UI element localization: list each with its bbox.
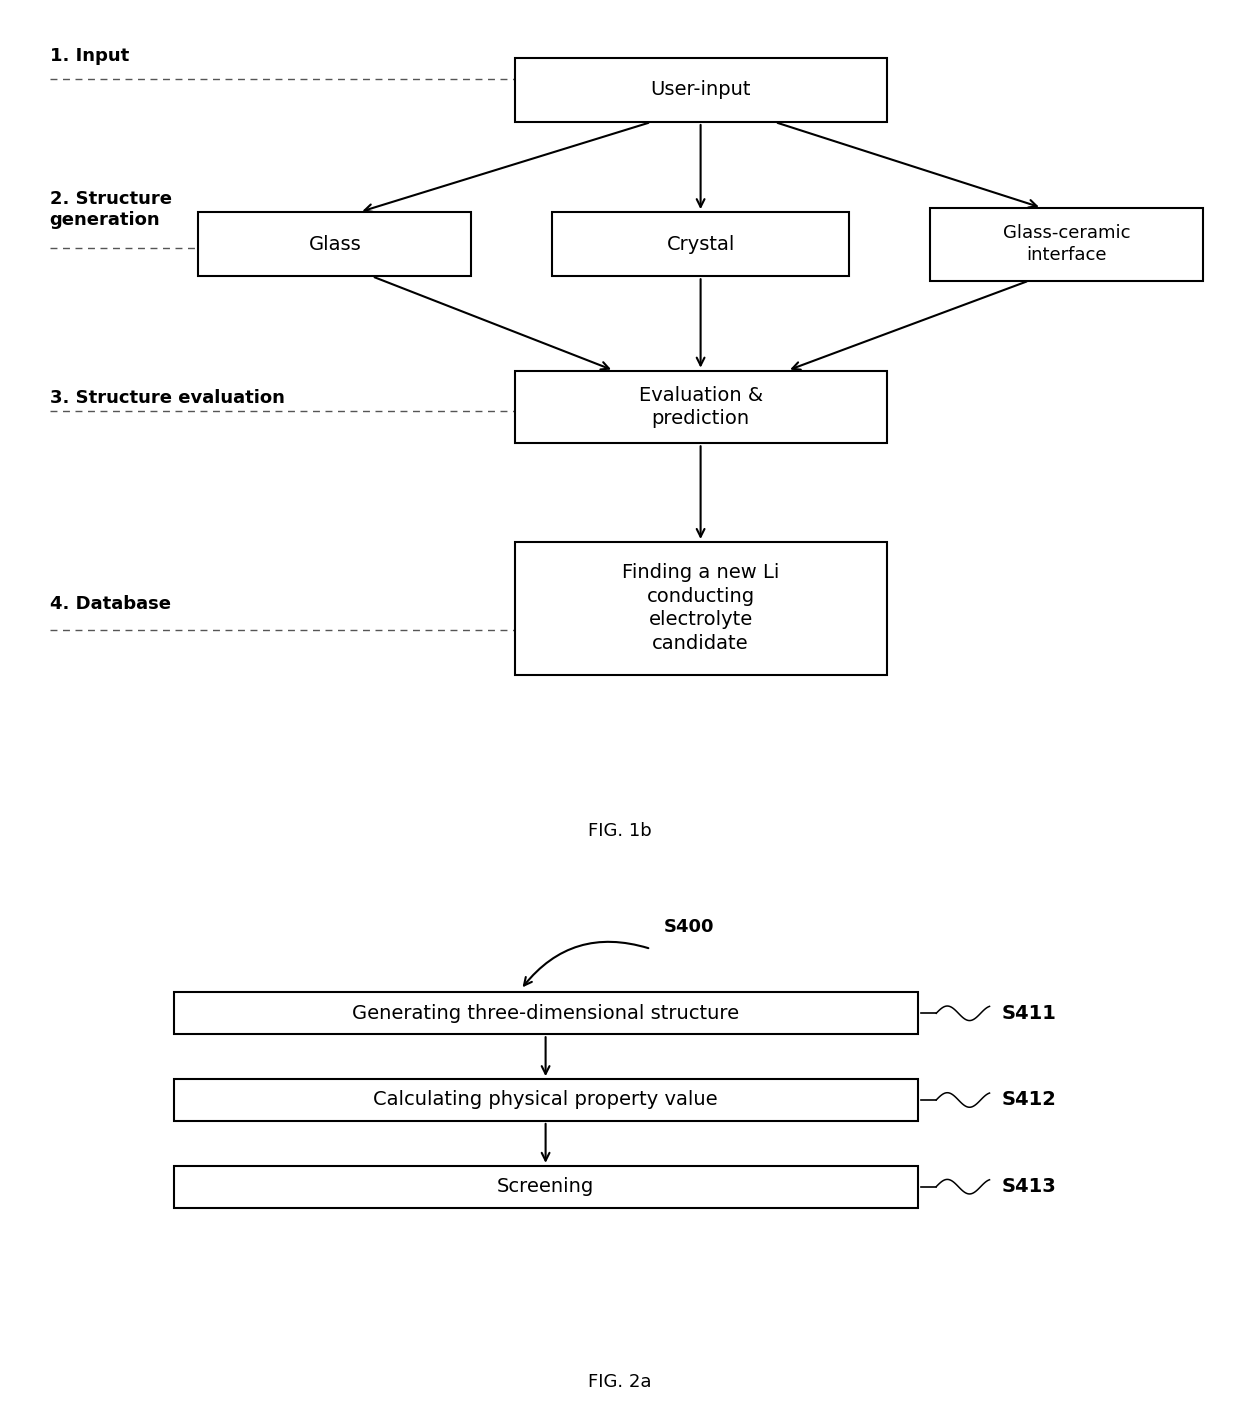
Text: Crystal: Crystal — [666, 235, 735, 253]
FancyBboxPatch shape — [515, 371, 887, 443]
Text: 3. Structure evaluation: 3. Structure evaluation — [50, 389, 284, 408]
Text: 1. Input: 1. Input — [50, 47, 129, 65]
Text: Evaluation &
prediction: Evaluation & prediction — [639, 385, 763, 428]
Text: Calculating physical property value: Calculating physical property value — [373, 1090, 718, 1110]
Text: Generating three-dimensional structure: Generating three-dimensional structure — [352, 1004, 739, 1022]
Text: S413: S413 — [1002, 1177, 1056, 1197]
FancyBboxPatch shape — [174, 1079, 918, 1121]
Text: S400: S400 — [663, 918, 714, 936]
Text: 4. Database: 4. Database — [50, 595, 171, 613]
Text: S411: S411 — [1002, 1004, 1056, 1022]
FancyBboxPatch shape — [552, 212, 849, 276]
FancyBboxPatch shape — [174, 1165, 918, 1208]
FancyBboxPatch shape — [198, 212, 471, 276]
Text: User-input: User-input — [650, 81, 751, 99]
Text: FIG. 2a: FIG. 2a — [588, 1374, 652, 1392]
FancyBboxPatch shape — [515, 58, 887, 122]
Text: 2. Structure
generation: 2. Structure generation — [50, 191, 171, 229]
Text: S412: S412 — [1002, 1090, 1056, 1110]
Text: Glass: Glass — [309, 235, 361, 253]
Text: Screening: Screening — [497, 1177, 594, 1197]
FancyBboxPatch shape — [174, 993, 918, 1034]
FancyBboxPatch shape — [515, 542, 887, 674]
FancyBboxPatch shape — [930, 208, 1203, 280]
Text: FIG. 1b: FIG. 1b — [588, 821, 652, 840]
Text: Finding a new Li
conducting
electrolyte
candidate: Finding a new Li conducting electrolyte … — [622, 564, 779, 653]
Text: Glass-ceramic
interface: Glass-ceramic interface — [1003, 224, 1130, 265]
